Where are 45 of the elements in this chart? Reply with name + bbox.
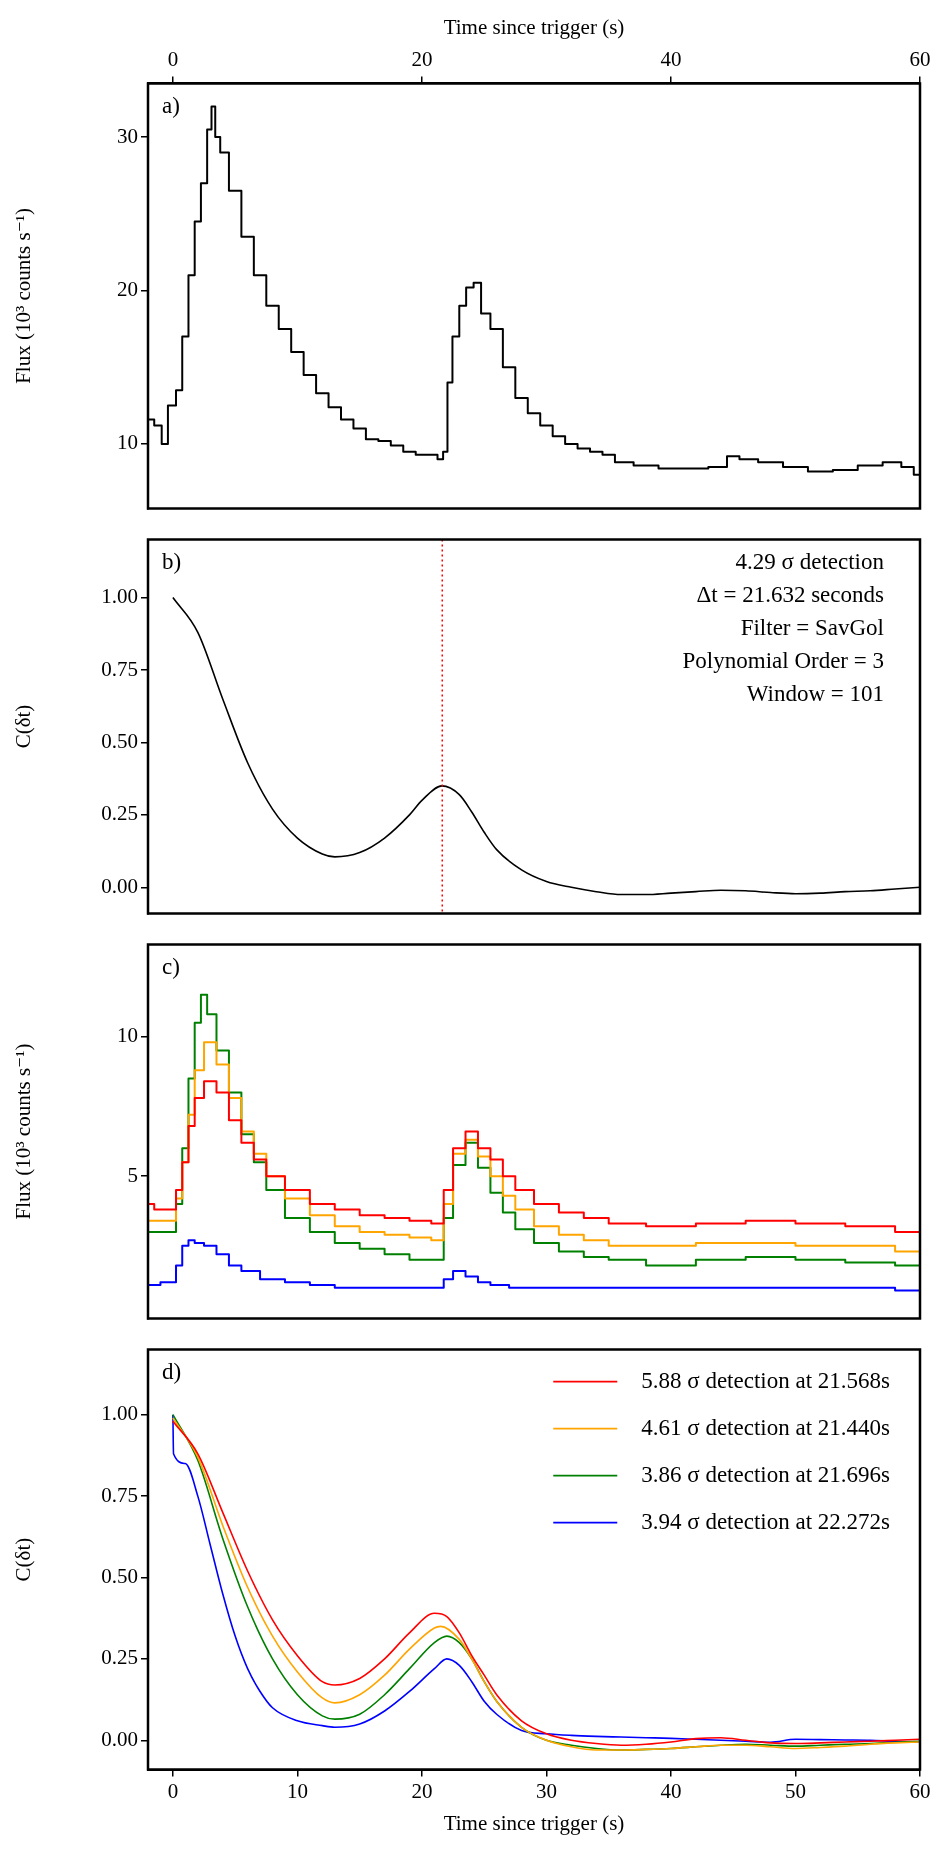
- y-tick-label: 30: [117, 123, 138, 148]
- annotation: Filter = SavGol: [740, 615, 884, 641]
- x-tick-label: 40: [660, 1778, 682, 1803]
- x-tick-label: 10: [286, 1778, 308, 1803]
- legend-label: 4.61 σ detection at 21.440s: [641, 1414, 891, 1440]
- y-axis-title: Flux (10³ counts s⁻¹): [11, 1043, 36, 1220]
- annotation: Window = 101: [746, 681, 884, 707]
- legend-label: 5.88 σ detection at 21.568s: [641, 1367, 891, 1393]
- y-tick-label: 0.25: [101, 1645, 138, 1670]
- annotation: Δt = 21.632 seconds: [696, 582, 885, 608]
- x2-axis-title: Time since trigger (s): [443, 15, 625, 40]
- x2-tick-label: 20: [411, 47, 433, 72]
- x2-tick-label: 40: [660, 47, 682, 72]
- x-tick-label: 50: [784, 1778, 806, 1803]
- y-tick-label: 0.50: [101, 728, 138, 753]
- y-tick-label: 10: [117, 1023, 138, 1048]
- annotation: b): [162, 549, 182, 575]
- x-tick-label: 0: [167, 1778, 179, 1803]
- y-axis-title: Flux (10³ counts s⁻¹): [11, 207, 36, 384]
- annotation: a): [162, 92, 180, 118]
- y-tick-label: 0.25: [101, 801, 138, 826]
- x2-tick-label: 0: [167, 47, 179, 72]
- legend-label: 3.94 σ detection at 22.272s: [641, 1508, 891, 1534]
- y-tick-label: 10: [117, 430, 138, 455]
- y-axis-title: C(δt): [11, 1537, 36, 1582]
- y-axis-title: C(δt): [11, 704, 36, 749]
- annotation: 4.29 σ detection: [735, 549, 885, 575]
- y-tick-label: 0.00: [101, 1726, 138, 1751]
- x-tick-label: 20: [411, 1778, 433, 1803]
- y-tick-label: 0.50: [101, 1564, 138, 1589]
- legend-label: 3.86 σ detection at 21.696s: [641, 1461, 891, 1487]
- x-tick-label: 60: [909, 1778, 931, 1803]
- y-tick-label: 0.75: [101, 656, 138, 681]
- y-tick-label: 20: [117, 277, 138, 302]
- y-tick-label: 5: [127, 1162, 138, 1187]
- y-tick-label: 1.00: [101, 584, 138, 609]
- annotation: c): [162, 954, 180, 980]
- x-axis-title: Time since trigger (s): [443, 1810, 625, 1835]
- y-tick-label: 1.00: [101, 1401, 138, 1426]
- x-tick-label: 30: [535, 1778, 557, 1803]
- x2-tick-label: 60: [909, 47, 931, 72]
- y-tick-label: 0.00: [101, 873, 138, 898]
- y-tick-label: 0.75: [101, 1482, 138, 1507]
- annotation: d): [162, 1359, 182, 1385]
- annotation: Polynomial Order = 3: [682, 648, 884, 674]
